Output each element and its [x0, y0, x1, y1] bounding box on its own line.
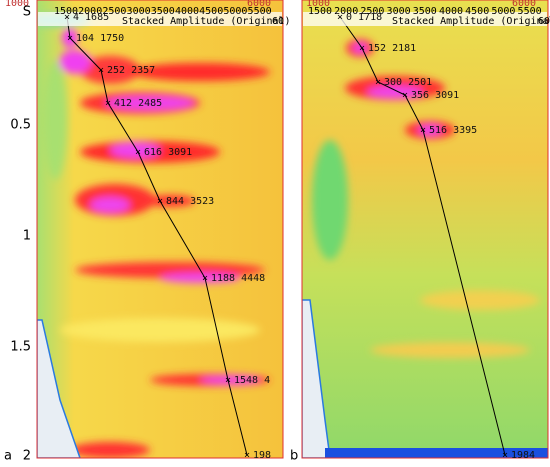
pick-label: 1548 4 — [234, 375, 270, 386]
pick-marker: × — [64, 12, 70, 23]
pick-marker: × — [359, 43, 365, 54]
x-tick-label: 5000 — [491, 6, 515, 17]
pick-label: 412 2485 — [114, 98, 162, 109]
x-tick-label: 1500 — [54, 6, 78, 17]
pick-label: 516 3395 — [429, 125, 477, 136]
pick-label: 300 2501 — [384, 77, 432, 88]
pick-label: 104 1750 — [76, 33, 124, 44]
x-tick-label: 2500 — [360, 6, 384, 17]
x-tick-label: 4000 — [175, 6, 199, 17]
y-tick-label: 1 — [23, 229, 31, 244]
pick-label: 356 3091 — [411, 90, 459, 101]
pick-marker: × — [337, 12, 343, 23]
axis-max-label: 6000 — [512, 0, 536, 9]
panel-label: a — [4, 449, 12, 464]
x-tick-label: 4000 — [439, 6, 463, 17]
axis-min-label: 1000 — [306, 0, 330, 9]
pick-label: 844 3523 — [166, 196, 214, 207]
panel-label: b — [290, 449, 298, 464]
x-tick-label: 4500 — [199, 6, 223, 17]
axis-max-label: 6000 — [247, 0, 271, 9]
x-tick-label: 4500 — [465, 6, 489, 17]
axis-bar — [38, 12, 282, 26]
panel-frame — [301, 0, 549, 459]
axis-min-label: 1000 — [5, 0, 29, 9]
x-tick-label: 3000 — [387, 6, 411, 17]
x-tick-label: 5500 — [518, 6, 542, 17]
pick-marker: × — [202, 273, 208, 284]
axis-edge: 60 — [272, 16, 284, 27]
x-tick-label: 5500 — [248, 6, 272, 17]
panel-b-image — [302, 0, 548, 458]
pick-marker: × — [225, 375, 231, 386]
pick-label: 152 2181 — [368, 43, 416, 54]
x-tick-label: 1500 — [308, 6, 332, 17]
pick-marker: × — [157, 196, 163, 207]
pick-label: 1188 4448 — [211, 273, 265, 284]
y-tick-label: S — [23, 5, 31, 20]
panel-a-image — [37, 0, 283, 458]
x-tick-label: 2000 — [78, 6, 102, 17]
pick-marker: × — [67, 33, 73, 44]
y-tick-label: 1.5 — [10, 340, 31, 355]
x-tick-label: 3500 — [151, 6, 175, 17]
x-tick-label: 5000 — [223, 6, 247, 17]
axis-edge: 60 — [538, 16, 550, 27]
x-tick-label: 2000 — [334, 6, 358, 17]
pick-line — [66, 16, 248, 456]
pick-marker: × — [135, 147, 141, 158]
pick-marker: × — [244, 450, 250, 461]
pick-line — [339, 16, 506, 456]
pick-marker: × — [420, 125, 426, 136]
pick-marker: × — [402, 90, 408, 101]
pick-label: 198 — [253, 450, 271, 461]
panel-frame — [36, 0, 284, 459]
pick-marker: × — [98, 65, 104, 76]
y-tick-label: 0.5 — [10, 118, 31, 133]
pick-marker: × — [105, 98, 111, 109]
axis-title: Stacked Amplitude (Original) — [392, 16, 550, 27]
x-tick-label: 3000 — [127, 6, 151, 17]
pick-label: 252 2357 — [107, 65, 155, 76]
pick-marker: × — [375, 77, 381, 88]
pick-label: 616 3091 — [144, 147, 192, 158]
pick-label: 4 1685 — [73, 12, 109, 23]
x-tick-label: 2500 — [102, 6, 126, 17]
y-tick-label: 2 — [23, 449, 31, 464]
pick-label: 0 1718 — [346, 12, 382, 23]
axis-title: Stacked Amplitude (Original) — [122, 16, 291, 27]
pick-marker: × — [502, 450, 508, 461]
axis-bar — [303, 12, 547, 26]
x-tick-label: 3500 — [413, 6, 437, 17]
pick-label: 1984 — [511, 450, 535, 461]
